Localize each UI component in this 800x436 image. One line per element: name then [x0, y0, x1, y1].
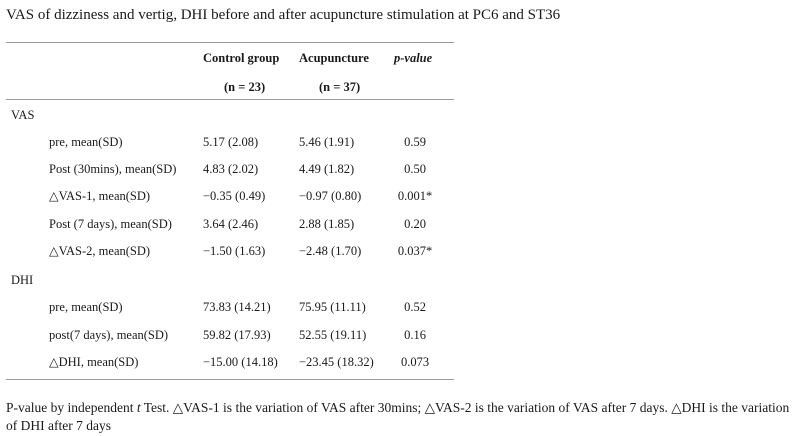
- table-footnote: P-value by independent t Test. △VAS-1 is…: [6, 400, 790, 433]
- p-value: 0.20: [404, 217, 426, 231]
- p-value: 0.037*: [397, 244, 433, 258]
- p-value: 0.001*: [397, 189, 433, 203]
- control-value: 3.64 (2.46): [203, 217, 259, 231]
- row-label: △DHI, mean(SD): [49, 355, 139, 369]
- acupuncture-value: −2.48 (1.70): [299, 244, 362, 258]
- p-value: 0.52: [404, 300, 426, 314]
- p-value: 0.50: [404, 162, 426, 176]
- control-value: −1.50 (1.63): [203, 244, 266, 258]
- control-value: 5.17 (2.08): [203, 135, 259, 149]
- control-value: 73.83 (14.21): [203, 300, 271, 314]
- p-value: 0.59: [404, 135, 426, 149]
- table-caption: VAS of dizziness and vertig, DHI before …: [6, 7, 561, 23]
- p-value: 0.073: [400, 355, 430, 369]
- row-label: post(7 days), mean(SD): [49, 328, 169, 342]
- control-value: −0.35 (0.49): [203, 189, 266, 203]
- row-label: pre, mean(SD): [49, 135, 123, 149]
- table-top-rule: [6, 42, 454, 43]
- control-value: 59.82 (17.93): [203, 328, 271, 342]
- acupuncture-value: 2.88 (1.85): [299, 217, 355, 231]
- section-label-dhi: DHI: [11, 273, 34, 287]
- acupuncture-value: 52.55 (19.11): [299, 328, 367, 342]
- p-value: 0.16: [404, 328, 426, 342]
- control-value: 4.83 (2.02): [203, 162, 259, 176]
- header-control-n: (n = 23): [224, 80, 266, 94]
- acupuncture-value: 75.95 (11.11): [299, 300, 366, 314]
- acupuncture-value: −23.45 (18.32): [299, 355, 374, 369]
- row-label: pre, mean(SD): [49, 300, 123, 314]
- row-label: Post (30mins), mean(SD): [49, 162, 177, 176]
- table-bottom-rule: [6, 379, 454, 380]
- acupuncture-value: 4.49 (1.82): [299, 162, 355, 176]
- row-label: △VAS-1, mean(SD): [49, 189, 151, 203]
- acupuncture-value: −0.97 (0.80): [299, 189, 362, 203]
- header-control-group: Control group: [203, 51, 280, 65]
- header-acupuncture: Acupuncture: [299, 51, 369, 65]
- row-label: Post (7 days), mean(SD): [49, 217, 172, 231]
- section-label-vas: VAS: [11, 108, 35, 122]
- header-acupuncture-n: (n = 37): [319, 80, 361, 94]
- header-p-value: p-value: [394, 51, 433, 65]
- control-value: −15.00 (14.18): [203, 355, 278, 369]
- acupuncture-value: 5.46 (1.91): [299, 135, 355, 149]
- row-label: △VAS-2, mean(SD): [49, 244, 151, 258]
- header-rule: [6, 99, 454, 100]
